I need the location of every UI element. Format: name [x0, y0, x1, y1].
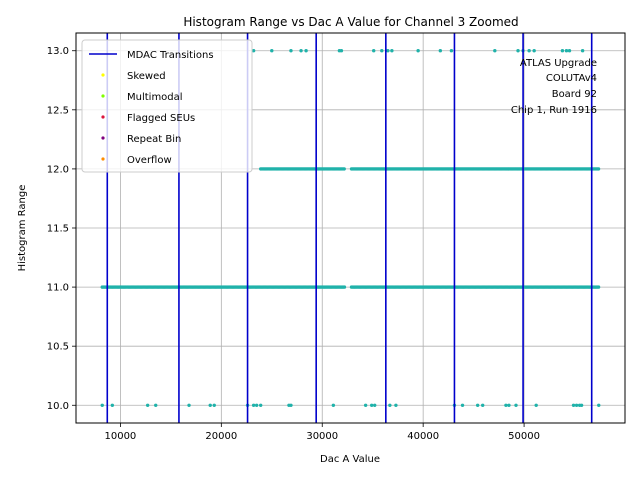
data-point — [208, 403, 212, 407]
data-point — [386, 49, 390, 53]
data-point — [493, 49, 497, 53]
x-tick-label: 20000 — [205, 431, 237, 442]
data-point — [516, 49, 520, 53]
data-point — [289, 49, 293, 53]
data-point — [339, 49, 344, 53]
data-point — [154, 403, 158, 407]
data-point — [270, 49, 274, 53]
data-point — [449, 49, 454, 53]
legend-label-multimodal: Multimodal — [127, 92, 183, 103]
data-point — [342, 285, 347, 289]
annotation-line-2: COLUTAv4 — [546, 73, 597, 84]
data-point — [258, 403, 263, 407]
data-point — [369, 403, 374, 407]
data-point — [527, 49, 531, 53]
legend-label-skewed: Skewed — [127, 71, 166, 82]
legend-label-repeat-bin: Repeat Bin — [127, 134, 181, 145]
annotation-block: ATLAS Upgrade COLUTAv4 Board 92 Chip 1, … — [511, 58, 597, 116]
legend-box — [81, 39, 253, 173]
data-point — [388, 403, 392, 407]
legend-marker-multimodal — [101, 94, 105, 98]
data-point — [299, 49, 303, 53]
data-point — [514, 403, 518, 407]
data-point — [532, 49, 536, 53]
legend-label-mdac: MDAC Transitions — [127, 50, 214, 61]
legend-marker-overflow — [101, 157, 105, 161]
x-tick-label: 30000 — [306, 431, 338, 442]
annotation-line-4: Chip 1, Run 1916 — [511, 105, 597, 116]
legend-label-overflow: Overflow — [127, 155, 172, 166]
data-point — [373, 403, 377, 407]
y-axis-ticks: 10.0 10.5 11.0 11.5 12.0 12.5 13.0 — [47, 46, 76, 412]
y-tick-label: 10.5 — [47, 342, 69, 353]
data-point — [251, 403, 256, 407]
y-tick-label: 13.0 — [47, 46, 69, 57]
data-point — [567, 49, 572, 53]
data-point — [504, 403, 508, 407]
data-point — [187, 403, 191, 407]
data-point — [481, 403, 485, 407]
data-point — [460, 403, 465, 407]
data-point — [372, 49, 376, 53]
chart-title: Histogram Range vs Dac A Value for Chann… — [183, 15, 518, 29]
annotation-line-3: Board 92 — [552, 89, 597, 100]
data-point — [596, 285, 601, 289]
data-point — [212, 403, 216, 407]
y-tick-label: 11.0 — [47, 283, 69, 294]
legend-marker-flagged-seus — [101, 115, 105, 119]
data-point — [110, 403, 115, 407]
legend-marker-skewed — [101, 73, 105, 77]
data-point — [475, 403, 480, 407]
data-point — [438, 49, 443, 53]
legend: MDAC Transitions Skewed Multimodal Flagg… — [81, 39, 253, 173]
data-point — [289, 403, 293, 407]
y-tick-label: 12.5 — [47, 105, 69, 116]
data-point — [571, 403, 576, 407]
data-point — [390, 49, 394, 53]
data-point — [363, 403, 368, 407]
data-point — [579, 403, 584, 407]
data-point — [331, 403, 336, 407]
x-tick-label: 50000 — [508, 431, 540, 442]
data-point — [534, 403, 538, 407]
data-point — [145, 403, 150, 407]
annotation-line-1: ATLAS Upgrade — [520, 58, 597, 69]
y-axis-label: Histogram Range — [17, 185, 28, 272]
data-point — [342, 167, 346, 171]
data-point — [507, 403, 511, 407]
x-tick-label: 40000 — [407, 431, 439, 442]
data-point — [380, 49, 384, 53]
data-points — [100, 49, 601, 407]
data-point — [560, 49, 565, 53]
data-point — [564, 49, 569, 53]
y-tick-label: 11.5 — [47, 224, 69, 235]
data-point — [597, 403, 601, 407]
data-point — [416, 49, 420, 53]
x-axis-label: Dac A Value — [320, 454, 380, 465]
data-point — [100, 403, 104, 407]
x-tick-label: 10000 — [104, 431, 136, 442]
data-point — [574, 403, 579, 407]
data-point — [254, 403, 259, 407]
x-axis-ticks: 10000 20000 30000 40000 50000 — [104, 423, 540, 442]
legend-marker-repeat-bin — [101, 136, 105, 140]
data-point — [580, 49, 585, 53]
y-tick-label: 12.0 — [47, 164, 69, 175]
data-point — [394, 403, 398, 407]
data-point — [304, 49, 308, 53]
data-point — [251, 49, 256, 53]
legend-label-flagged-seus: Flagged SEUs — [127, 113, 195, 124]
data-point — [596, 167, 601, 171]
y-tick-label: 10.0 — [47, 401, 69, 412]
